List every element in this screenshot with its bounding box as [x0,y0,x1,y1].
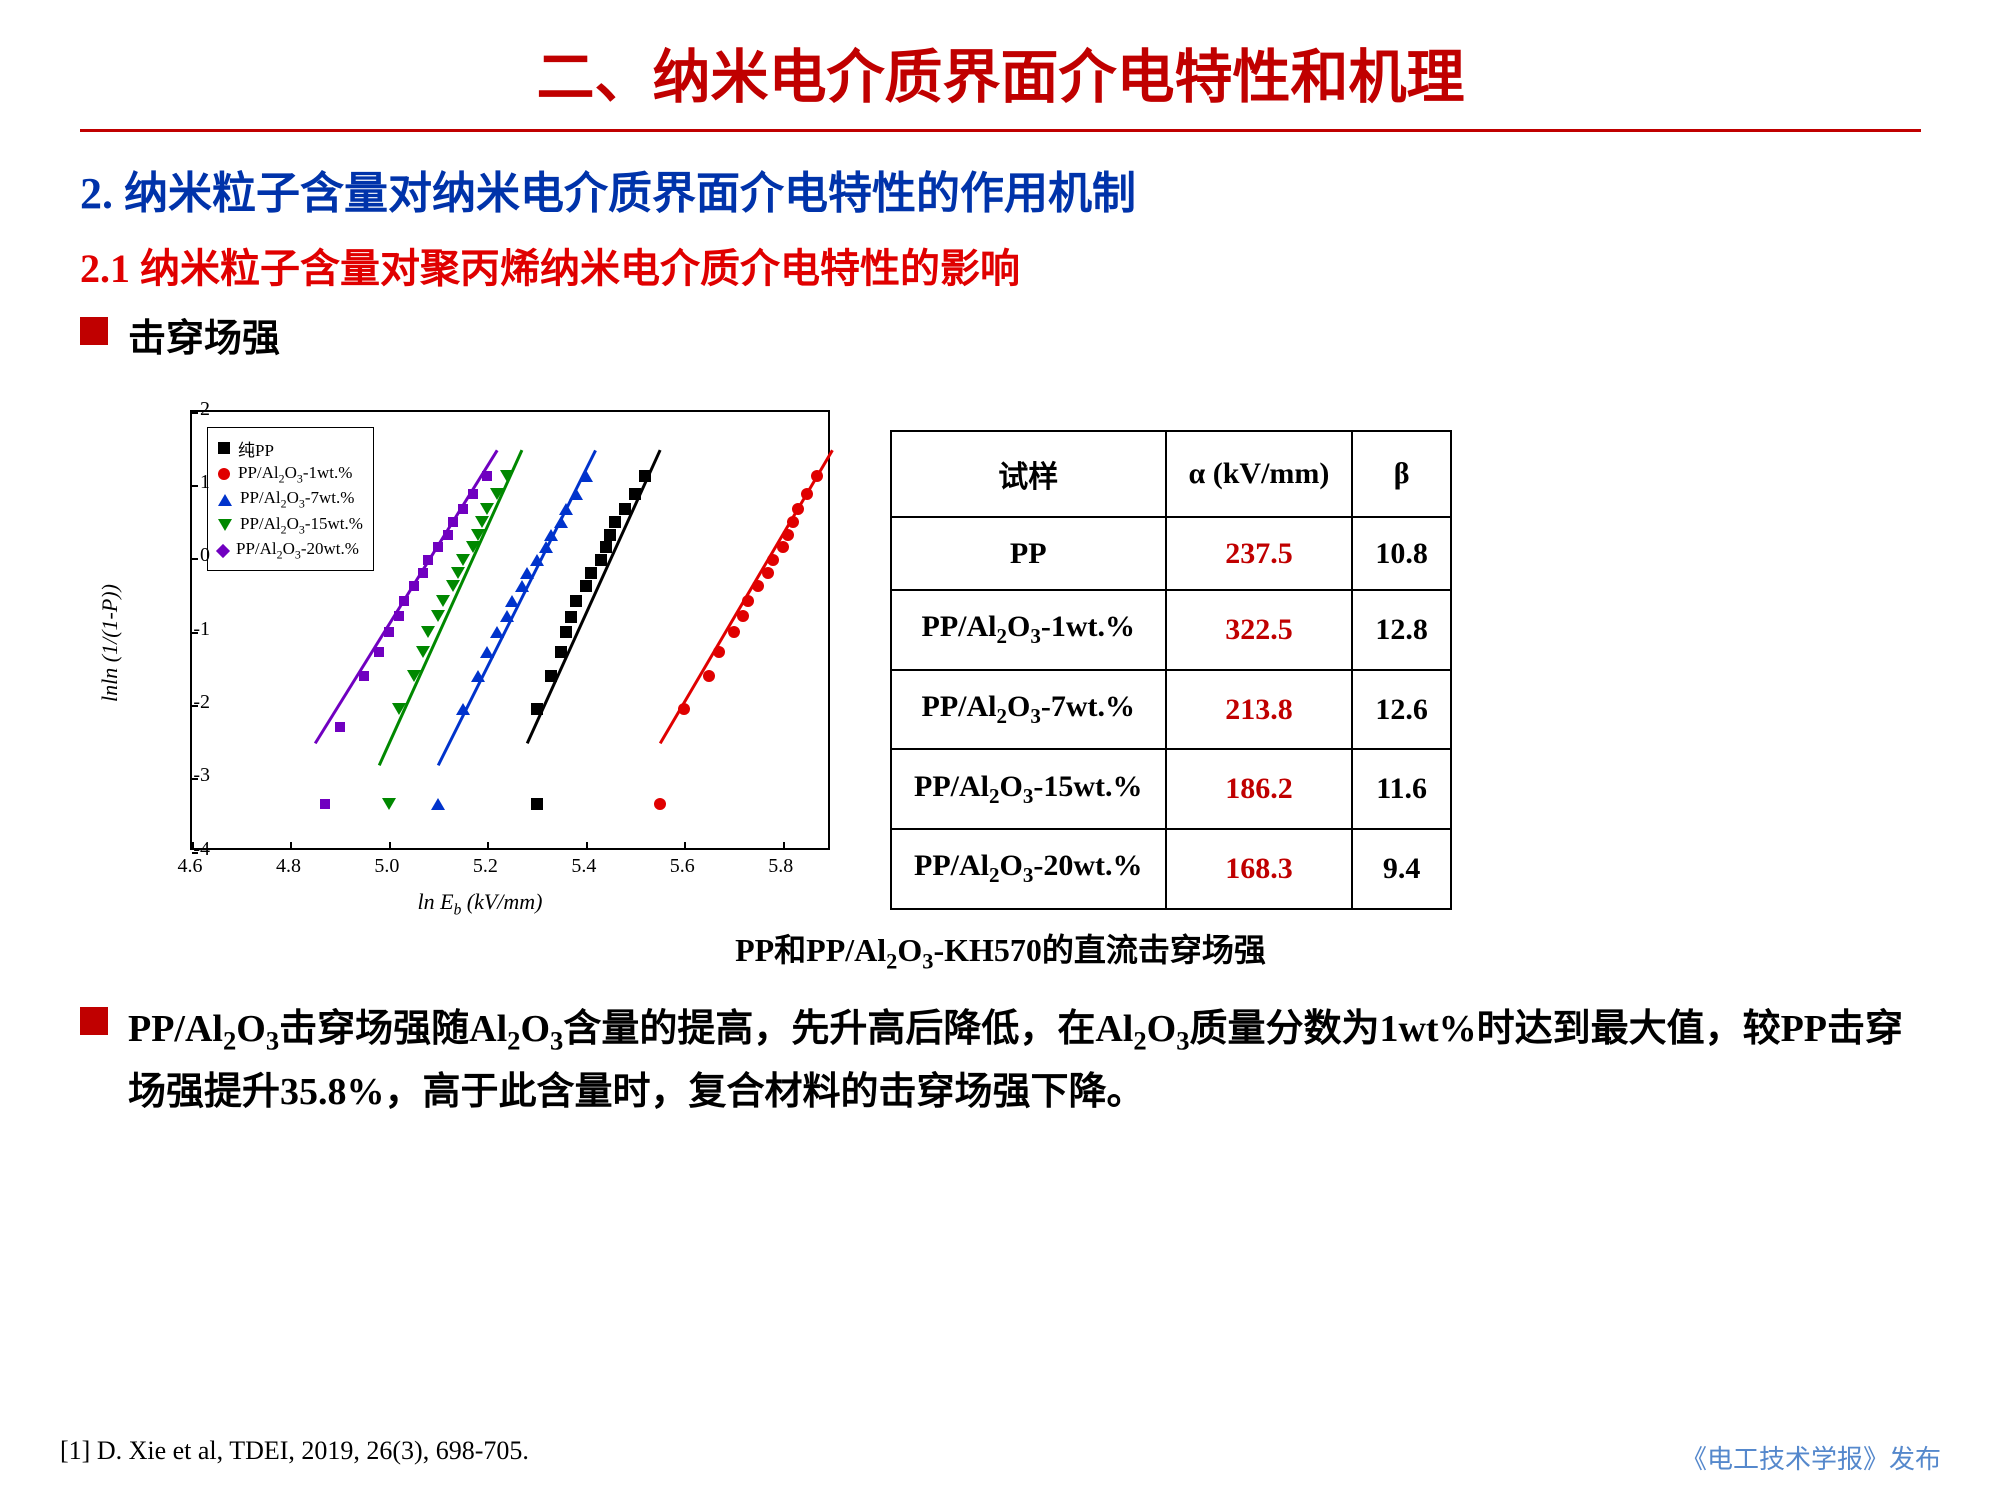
weibull-chart: 纯PPPP/Al2O3-1wt.%PP/Al2O3-7wt.%PP/Al2O3-… [100,390,860,910]
chart-legend: 纯PPPP/Al2O3-1wt.%PP/Al2O3-7wt.%PP/Al2O3-… [207,427,374,572]
x-axis-label: ln Eb (kV/mm) [417,889,542,919]
bullet-icon [80,317,108,345]
reference-citation: [1] D. Xie et al, TDEI, 2019, 26(3), 698… [60,1436,529,1466]
bullet-text-1: 击穿场强 [128,309,280,370]
main-title: 二、纳米电介质界面介电特性和机理 [80,30,1921,132]
chart-table-row: 纯PPPP/Al2O3-1wt.%PP/Al2O3-7wt.%PP/Al2O3-… [100,390,1901,910]
bullet-row-1: 击穿场强 [80,309,1921,370]
bullet-text-2: PP/Al2O3击穿场强随Al2O3含量的提高，先升高后降低，在Al2O3质量分… [128,999,1921,1123]
weibull-parameters-table: 试样α (kV/mm)βPP237.510.8PP/Al2O3-1wt.%322… [890,430,1452,910]
bullet-icon [80,1007,108,1035]
section-heading: 2. 纳米粒子含量对纳米电介质界面介电特性的作用机制 [80,157,1921,221]
figure-caption: PP和PP/Al2O3-KH570的直流击穿场强 [60,925,1941,974]
journal-footer: 《电工技术学报》发布 [1681,1439,1941,1476]
y-axis-label: lnln (1/(1-P)) [97,584,123,702]
bullet-row-2: PP/Al2O3击穿场强随Al2O3含量的提高，先升高后降低，在Al2O3质量分… [80,999,1921,1123]
subsection-heading: 2.1 纳米粒子含量对聚丙烯纳米电介质介电特性的影响 [80,236,1921,294]
